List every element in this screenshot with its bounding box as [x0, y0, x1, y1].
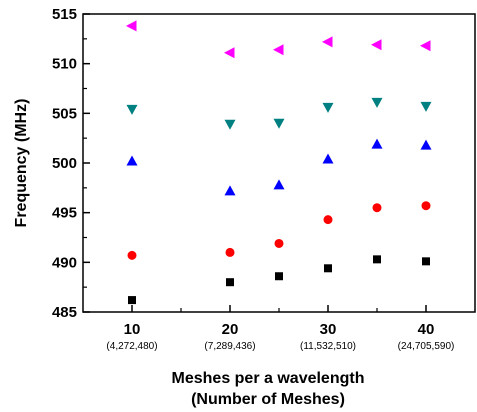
- data-point-circle: [225, 247, 235, 257]
- data-point-triangle-up: [273, 179, 285, 190]
- data-points: [126, 20, 432, 305]
- y-tick-label: 505: [52, 105, 77, 122]
- y-tick-label: 515: [52, 6, 77, 23]
- data-point-triangle-up: [420, 139, 432, 150]
- x-tick-sublabel: (4,272,480): [106, 341, 157, 352]
- plot-area: [82, 13, 476, 313]
- data-point-square: [324, 264, 332, 273]
- data-point-triangle-down: [322, 102, 334, 113]
- data-point-triangle-up: [371, 138, 383, 149]
- x-tick-label: 10: [124, 321, 141, 338]
- y-tick-label: 485: [52, 304, 77, 321]
- data-point-circle: [372, 203, 382, 213]
- x-tick-label: 40: [418, 321, 435, 338]
- data-point-triangle-left: [273, 44, 284, 56]
- data-point-triangle-left: [224, 47, 235, 59]
- y-tick-label: 495: [52, 205, 77, 222]
- x-tick-sublabel: (24,705,590): [398, 341, 455, 352]
- x-axis-ticks: 10 (4,272,480) 20 (7,289,436) 30 (11,532,510)…: [106, 305, 454, 352]
- y-tick-label: 510: [52, 56, 77, 73]
- x-axis-title: Meshes per a wavelength: [172, 370, 365, 387]
- y-tick-label: 500: [52, 155, 77, 172]
- data-point-triangle-up: [322, 153, 334, 164]
- x-tick-sublabel: (7,289,436): [204, 341, 255, 352]
- x-axis-subtitle: (Number of Meshes): [191, 391, 345, 408]
- data-point-square: [226, 278, 234, 287]
- data-point-circle: [127, 250, 137, 260]
- y-axis-ticks: 485 490 495 500 505 510 515: [52, 6, 90, 321]
- data-point-triangle-up: [224, 185, 236, 196]
- data-point-triangle-left: [371, 39, 382, 51]
- data-point-square: [373, 255, 381, 264]
- data-point-triangle-down: [420, 101, 432, 112]
- data-point-square: [275, 272, 283, 281]
- data-point-triangle-left: [126, 20, 137, 32]
- data-point-triangle-down: [371, 97, 383, 108]
- y-tick-label: 490: [52, 254, 77, 271]
- data-point-square: [422, 257, 430, 266]
- data-point-triangle-left: [322, 36, 333, 48]
- data-point-triangle-down: [224, 119, 236, 130]
- data-point-circle: [274, 238, 284, 248]
- data-point-square: [128, 296, 136, 305]
- data-point-circle: [421, 201, 431, 211]
- data-point-triangle-down: [273, 118, 285, 129]
- data-point-triangle-down: [126, 104, 138, 115]
- x-tick-label: 30: [320, 321, 337, 338]
- plot-frame: [82, 13, 476, 313]
- data-point-triangle-left: [420, 40, 431, 52]
- data-point-circle: [323, 215, 333, 225]
- x-tick-label: 20: [222, 321, 239, 338]
- x-tick-sublabel: (11,532,510): [300, 341, 356, 352]
- data-point-triangle-up: [126, 155, 138, 166]
- y-axis-title: Frequency (MHz): [13, 99, 30, 228]
